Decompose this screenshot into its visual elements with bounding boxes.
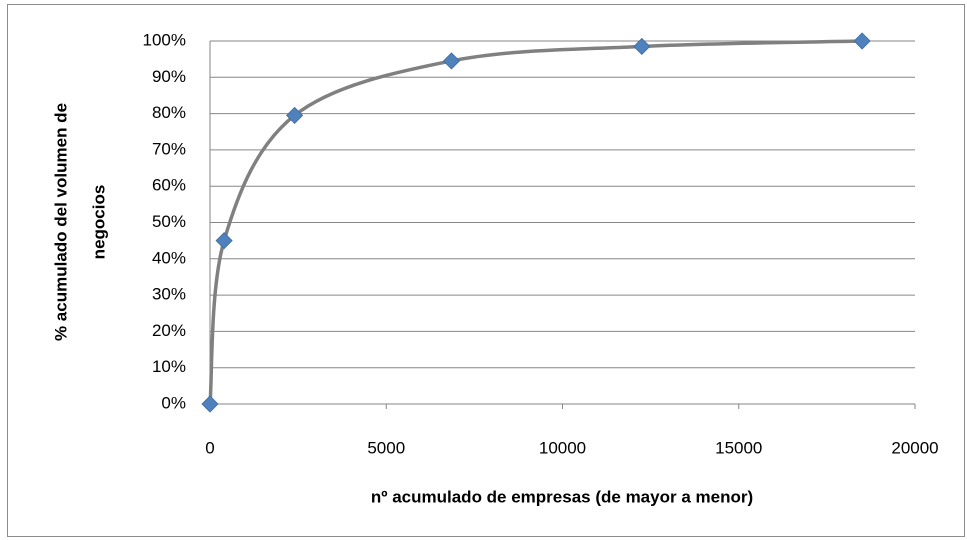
y-axis-title: % acumulado del volumen de negocios: [51, 103, 108, 341]
y-tick-label: 40%: [152, 248, 186, 267]
y-tick-label: 70%: [152, 139, 186, 158]
y-tick-label: 80%: [152, 103, 186, 122]
y-tick-label: 50%: [152, 212, 186, 231]
y-tick-label: 90%: [152, 67, 186, 86]
x-tick-label: 0: [205, 438, 214, 457]
line-series: [208, 39, 863, 405]
x-axis-title: nº acumulado de empresas (de mayor a men…: [371, 487, 753, 506]
y-tick-label: 0%: [161, 393, 186, 412]
y-tick-label: 100%: [143, 30, 186, 49]
marker: [442, 52, 461, 70]
marker: [286, 106, 304, 124]
x-tick-label: 5000: [367, 438, 405, 457]
marker: [215, 232, 233, 250]
x-tick-label: 15000: [715, 438, 762, 457]
x-tick-label: 10000: [539, 438, 586, 457]
chart-border: [7, 4, 965, 537]
marker: [853, 32, 871, 50]
x-tick-label: 20000: [891, 438, 938, 457]
y-tick-label: 20%: [152, 321, 186, 340]
y-axis-title-line: negocios: [89, 185, 108, 260]
marker: [201, 395, 219, 413]
marker: [633, 37, 651, 56]
y-tick-label: 10%: [152, 357, 186, 376]
y-axis-title-line: % acumulado del volumen de: [51, 103, 70, 341]
y-tick-label: 30%: [152, 285, 186, 304]
y-tick-label: 60%: [152, 176, 186, 195]
